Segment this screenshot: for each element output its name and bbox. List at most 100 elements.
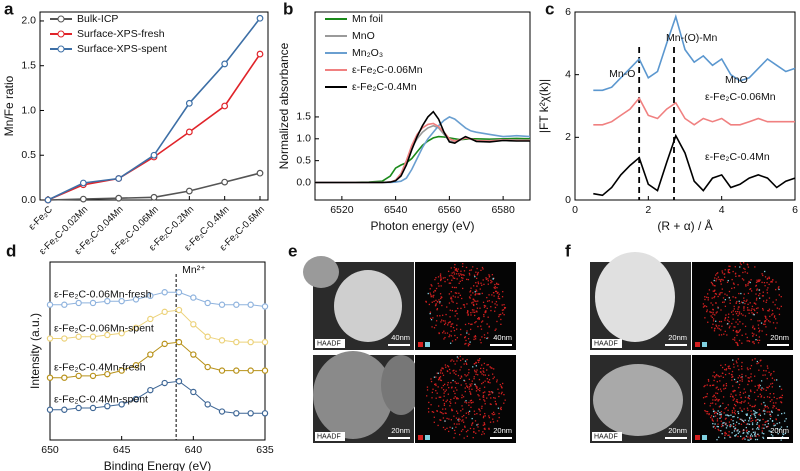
scale-label: 20nm (668, 426, 687, 435)
eds-dot (766, 281, 768, 284)
data-point (89, 333, 97, 340)
eds-dot (756, 438, 759, 441)
eds-dot (500, 323, 502, 326)
eds-dot (723, 422, 725, 424)
eds-dot (469, 328, 472, 331)
eds-dot (758, 425, 760, 427)
eds-dot (433, 327, 436, 329)
eds-dot (494, 283, 496, 286)
eds-dot (746, 336, 748, 339)
eds-dot (715, 324, 717, 326)
eds-dot (443, 404, 446, 406)
eds-dot (451, 286, 454, 288)
eds-dot (714, 376, 716, 379)
eds-dot (748, 420, 750, 422)
eds-dot (474, 314, 476, 317)
eds-dot (767, 425, 769, 428)
eds-dot (732, 385, 734, 387)
eds-dot (497, 295, 500, 297)
eds-dot (501, 391, 503, 394)
eds-dot (446, 399, 449, 401)
eds-dot (771, 419, 774, 422)
eds-dot (740, 313, 743, 315)
eds-dot (779, 396, 782, 398)
eds-dot (742, 392, 745, 394)
eds-dot (436, 308, 439, 310)
eds-dot (733, 389, 735, 392)
eds-dot (773, 315, 776, 317)
eds-dot (474, 369, 476, 371)
eds-dot (469, 427, 472, 430)
eds-dot (431, 295, 433, 297)
eds-dot (725, 314, 727, 316)
eds-dot (741, 400, 743, 403)
eds-dot (436, 372, 438, 374)
eds-dot (472, 301, 474, 303)
eds-dot (743, 421, 745, 424)
eds-dot (714, 415, 717, 417)
eds-dot (734, 326, 736, 328)
eds-dot (716, 398, 718, 400)
eds-dot (772, 301, 774, 303)
eds-dot (481, 373, 483, 375)
eds-dot (732, 338, 734, 341)
eds-dot (500, 408, 502, 411)
eds-dot (725, 383, 728, 385)
eds-dot (496, 420, 499, 422)
eds-dot (450, 325, 452, 328)
eds-dot (755, 420, 757, 422)
series-line (315, 124, 530, 184)
eds-dot (770, 373, 772, 375)
eds-dot (446, 332, 449, 334)
eds-dot (716, 386, 718, 388)
eds-dot (757, 395, 759, 398)
eds-dot (723, 273, 725, 275)
eds-dot (482, 394, 485, 397)
eds-dot (720, 320, 723, 323)
data-point (61, 335, 68, 342)
eds-dot (476, 412, 478, 415)
eds-dot (784, 420, 786, 422)
eds-dot (719, 294, 721, 296)
eds-dot (755, 285, 757, 287)
eds-dot (778, 422, 781, 424)
eds-dot (756, 428, 758, 430)
data-point (118, 401, 125, 408)
eds-dot (741, 419, 743, 422)
eds-dot (435, 277, 437, 279)
eds-dot (462, 263, 464, 265)
eds-dot (483, 313, 485, 316)
eds-dot (451, 359, 453, 361)
series-line (50, 341, 265, 379)
eds-dot (722, 425, 724, 427)
eds-dot (503, 393, 505, 396)
eds-dot (770, 433, 773, 436)
eds-dot (758, 435, 760, 437)
eds-dot (741, 378, 743, 380)
eds-dot (468, 322, 470, 325)
eds-dot (764, 404, 766, 407)
eds-dot (752, 428, 754, 430)
data-point (79, 179, 87, 187)
eds-dot (729, 368, 731, 370)
eds-dot (733, 287, 736, 289)
eds-dot (443, 392, 445, 394)
eds-dot (741, 380, 743, 382)
eds-dot (464, 323, 467, 326)
eds-dot (719, 388, 722, 390)
eds-dot (755, 307, 758, 310)
eds-dot (446, 306, 448, 308)
eds-dot (744, 419, 746, 421)
eds-dot (758, 385, 760, 387)
eds-dot (712, 320, 715, 322)
eds-dot (493, 277, 495, 280)
eds-dot (484, 310, 486, 313)
eds-dot (473, 428, 475, 430)
eds-dot (724, 317, 727, 320)
eds-dot (495, 301, 498, 303)
eds-dot (732, 423, 735, 425)
scale-label: 20nm (770, 426, 789, 435)
eds-dot (731, 322, 733, 325)
eds-dot (450, 296, 452, 299)
eds-dot (774, 327, 777, 329)
